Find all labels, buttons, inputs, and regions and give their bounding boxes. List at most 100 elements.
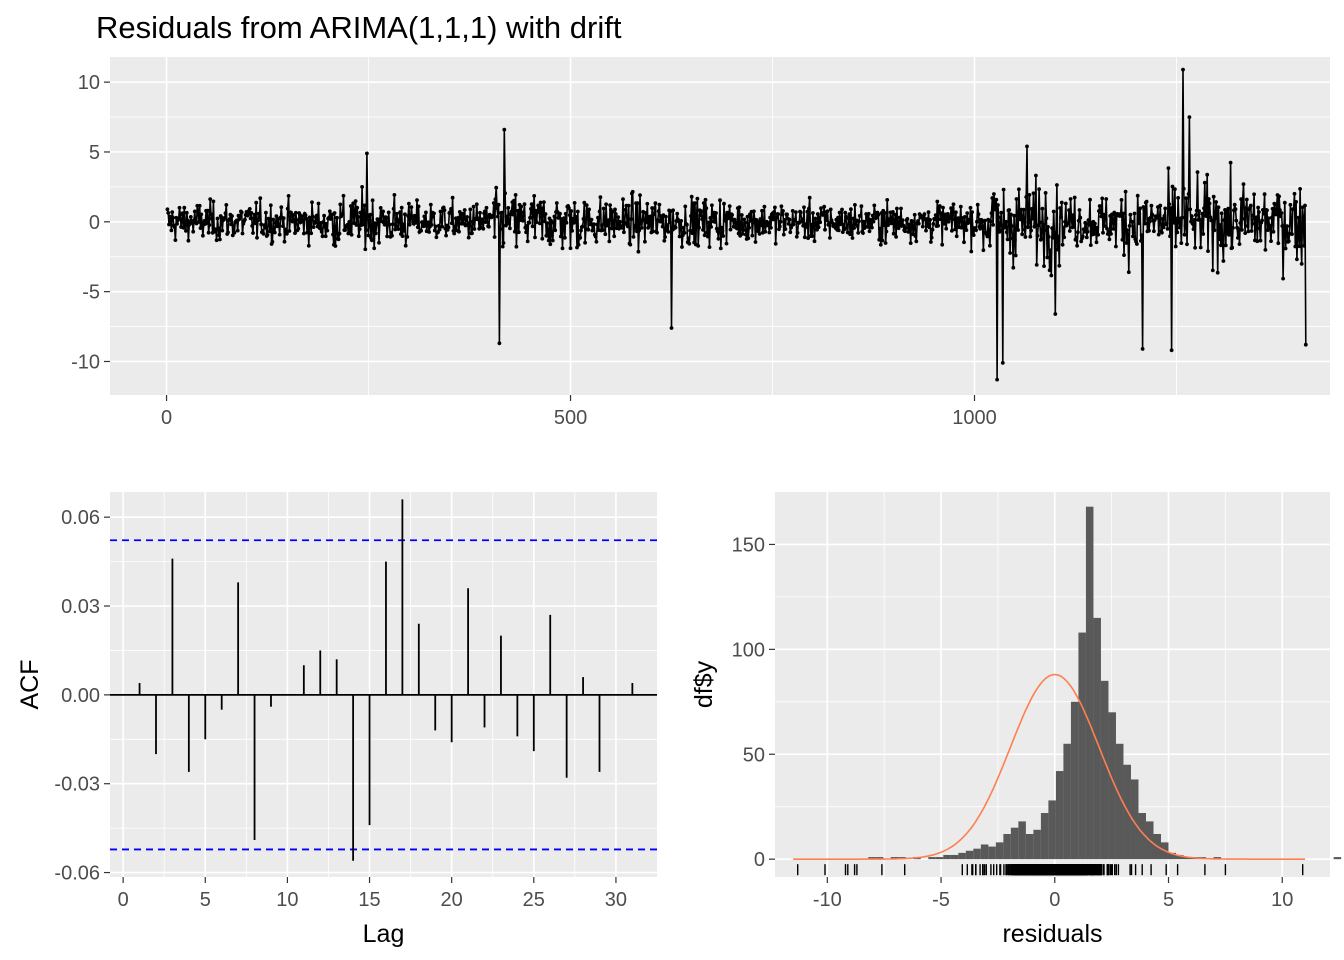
residual-point (434, 235, 439, 240)
residual-point (1035, 233, 1040, 238)
residual-point (215, 216, 220, 221)
residual-point (1222, 218, 1227, 223)
rug (797, 864, 1304, 876)
residual-point (367, 218, 372, 223)
residual-point (701, 228, 705, 232)
residual-point (364, 228, 368, 233)
residual-point (742, 217, 747, 222)
residual-point (927, 225, 932, 230)
residual-point (1240, 228, 1244, 232)
residual-point (1215, 209, 1219, 214)
residual-point (351, 201, 356, 206)
residual-point (1256, 205, 1260, 210)
residual-point (432, 228, 437, 233)
residual-point (422, 214, 427, 219)
residual-point (415, 225, 420, 230)
residual-point (363, 247, 368, 252)
residual-point (1201, 232, 1206, 236)
residual-point (574, 215, 579, 219)
residual-point (170, 210, 175, 215)
residual-point (613, 207, 617, 212)
residual-point (272, 230, 277, 235)
residual-point (480, 220, 485, 225)
residual-point (988, 243, 992, 248)
residual-point (1003, 225, 1008, 230)
residual-point (706, 234, 710, 239)
residual-point (900, 218, 905, 223)
residual-point (1103, 215, 1108, 220)
residual-point (869, 222, 873, 227)
residual-point (794, 234, 799, 239)
residual-point (457, 229, 461, 234)
residual-point (352, 209, 357, 214)
residual-point (600, 223, 604, 228)
residual-point (824, 218, 829, 223)
residual-point (924, 228, 928, 233)
residual-point (1248, 203, 1253, 208)
residual-point (1120, 237, 1125, 242)
residual-point (438, 209, 443, 214)
residual-point (1123, 189, 1128, 194)
residual-point (277, 232, 282, 237)
residual-point (343, 228, 347, 233)
residual-point (1220, 239, 1225, 244)
residual-point (208, 197, 213, 202)
residual-point (281, 216, 286, 221)
residual-point (308, 216, 313, 221)
residual-point (876, 212, 881, 217)
residual-point (1102, 224, 1107, 228)
hist-bar (958, 852, 966, 860)
residual-point (967, 220, 972, 224)
residual-point (1262, 192, 1267, 197)
residual-point (341, 193, 346, 198)
residual-point (436, 223, 441, 228)
residual-point (989, 211, 994, 216)
residual-point (852, 226, 856, 230)
residual-point (699, 209, 704, 214)
residual-point (235, 228, 240, 233)
residual-point (321, 220, 326, 224)
residual-point (525, 239, 530, 244)
residual-point (872, 203, 877, 208)
residual-point (1211, 194, 1216, 199)
residual-point (478, 210, 482, 215)
residual-point (1136, 221, 1141, 226)
residual-point (481, 226, 486, 231)
residual-point (1299, 262, 1304, 266)
residual-point (643, 211, 648, 215)
residual-point (802, 205, 806, 210)
hist-bar (943, 854, 951, 860)
residual-point (1058, 206, 1062, 210)
residual-point (1266, 216, 1271, 221)
residual-point (774, 215, 779, 220)
residual-point (1021, 214, 1025, 219)
residual-point (964, 228, 969, 233)
residual-point (1252, 192, 1256, 197)
residual-point (533, 235, 537, 240)
residual-point (628, 242, 633, 247)
residual-point (376, 220, 381, 225)
residual-point (188, 215, 193, 219)
residual-point (1278, 208, 1282, 212)
hist-bar (965, 850, 974, 860)
residual-point (483, 220, 488, 225)
residual-point (1192, 218, 1197, 222)
residual-point (580, 224, 585, 229)
residual-point (723, 213, 728, 218)
residual-point (878, 226, 882, 231)
residual-point (507, 221, 511, 226)
residual-point (663, 235, 667, 239)
residual-point (550, 233, 554, 238)
residual-point (912, 212, 917, 217)
residual-point (1067, 229, 1072, 233)
residual-point (651, 229, 655, 234)
residual-point (1286, 239, 1291, 244)
residual-point (393, 227, 398, 232)
hist-y-tick-label: 150 (732, 534, 765, 556)
residual-point (1000, 361, 1005, 365)
residual-point (1100, 196, 1105, 201)
acf-y-axis-label: ACF (16, 660, 44, 710)
residual-point (605, 222, 610, 226)
residual-point (223, 211, 228, 216)
residual-point (673, 225, 678, 230)
